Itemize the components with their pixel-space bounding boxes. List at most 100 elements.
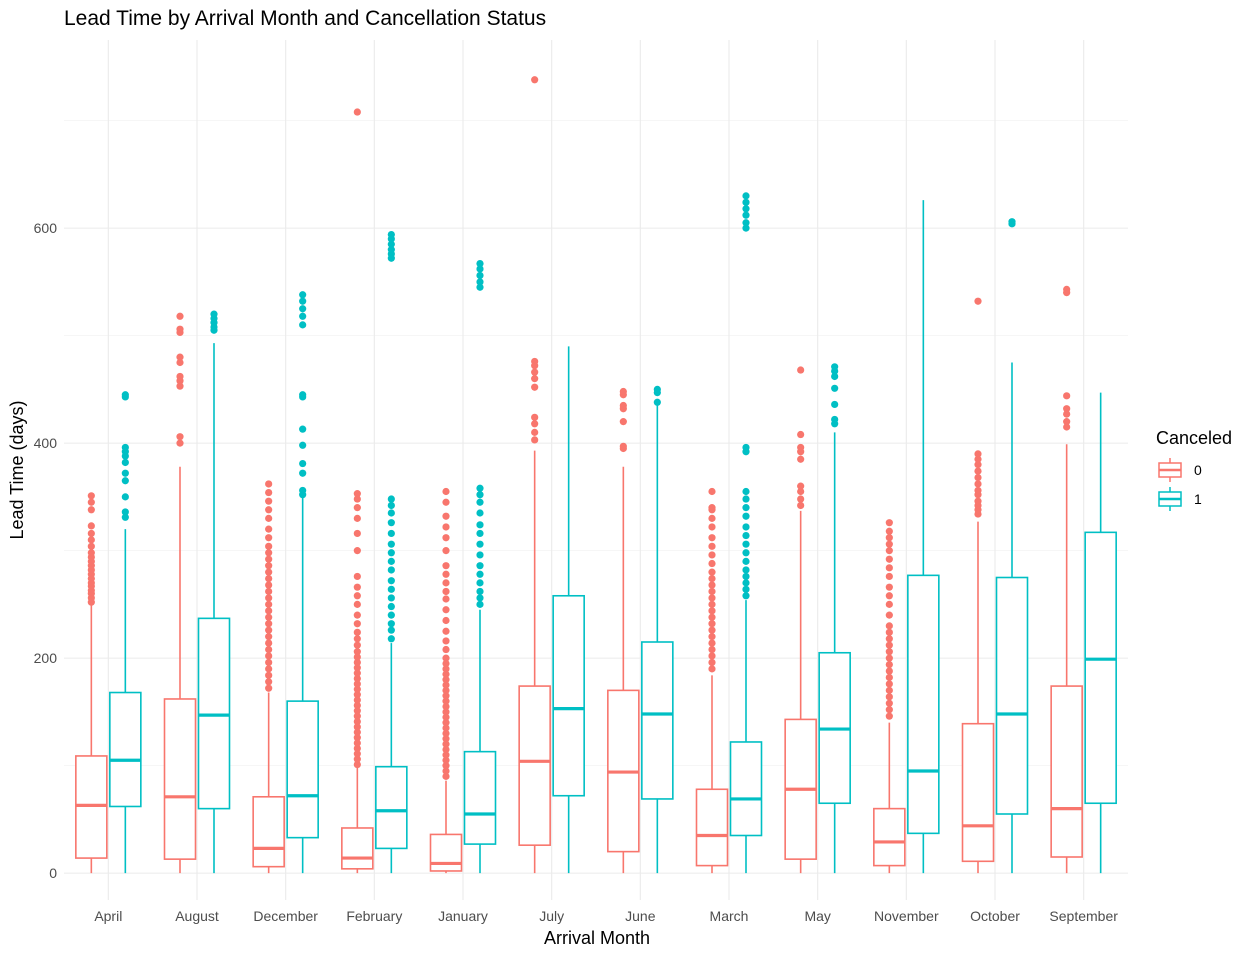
box-0-december [252,480,285,874]
outlier-point [265,645,273,654]
box-rect [197,617,231,810]
outlier-point [742,495,750,503]
outlier-point [87,529,95,538]
outlier-point [265,678,273,686]
outlier-point [353,685,361,693]
box-1-may [818,363,851,874]
x-tick-label: March [710,908,749,924]
outlier-point [708,607,716,615]
outlier-point [265,506,273,514]
outlier-point [708,581,716,589]
outlier-point [442,697,450,705]
outlier-point [885,540,893,548]
outlier-point [708,626,716,634]
box-rect [995,576,1029,815]
outlier-point [353,707,361,715]
outlier-point [176,382,184,390]
outlier-point [476,484,484,492]
outlier-point [387,549,395,557]
outlier-point [353,653,361,661]
outlier-point [974,480,982,488]
plot-panel: 0 200 400 600 April August December February Jan… [34,40,1128,924]
outlier-point [531,368,539,376]
outlier-point [387,635,395,643]
outlier-point [708,652,716,660]
legend-key-0: 0 [1158,458,1202,482]
outlier-point [353,641,361,649]
outlier-point [353,600,361,608]
box-rect [109,691,142,808]
outlier-point [742,592,750,600]
outlier-point [619,442,627,450]
x-tick-label: January [438,908,488,924]
outlier-point [442,708,450,716]
box-1-october [995,218,1029,874]
outlier-point [299,305,307,313]
box-rect [873,807,906,867]
outlier-point [974,467,982,475]
outlier-point [265,480,273,488]
outlier-point [387,611,395,619]
outlier-point [531,413,539,421]
outlier-point [885,534,893,542]
outlier-point [442,670,450,678]
outlier-point [353,717,361,726]
outlier-point [442,745,450,754]
outlier-point [476,562,484,570]
x-tick-label: November [874,908,939,924]
outlier-point [387,626,395,634]
outlier-point [387,519,395,527]
y-tick-label: 400 [34,435,58,451]
outlier-point [387,240,395,248]
outlier-point [531,76,539,84]
box-0-november [873,519,906,874]
outlier-point [265,639,273,647]
outlier-point [265,665,273,673]
outlier-point [831,372,839,381]
legend-label: 0 [1194,462,1202,478]
outlier-point [387,577,395,585]
outlier-point [442,665,450,673]
outlier-point [885,680,893,688]
outlier-point [121,443,129,452]
outlier-point [885,667,893,675]
outlier-point [265,525,273,533]
box-1-july [552,346,585,874]
outlier-point [442,681,450,689]
outlier-point [353,583,361,591]
outlier-point [265,534,273,542]
box-0-january [429,487,463,874]
outlier-point [299,459,307,468]
outlier-point [476,491,484,499]
outlier-point [742,504,750,512]
outlier-point [121,508,129,516]
box-1-september [1084,392,1117,874]
outlier-point [476,540,484,548]
outlier-point [708,587,716,596]
outlier-point [831,415,839,424]
outlier-point [742,549,750,557]
box-rect [1084,531,1117,805]
outlier-point [885,572,893,581]
outlier-point [619,387,627,396]
x-tick-label: July [539,908,564,924]
outlier-point [353,664,361,672]
outlier-point [353,728,361,736]
outlier-point [476,278,484,286]
outlier-point [442,772,450,780]
outlier-point [442,751,450,759]
x-tick-label: May [804,908,830,924]
outlier-point [1063,423,1071,431]
outlier-point [885,611,893,619]
outlier-point [353,680,361,688]
outlier-point [353,504,361,512]
outlier-point [87,498,95,506]
outlier-point [387,585,395,593]
outlier-point [742,211,750,219]
outlier-point [885,635,893,643]
outlier-point [299,391,307,399]
outlier-point [387,529,395,538]
outlier-point [442,713,450,721]
outlier-point [885,527,893,535]
